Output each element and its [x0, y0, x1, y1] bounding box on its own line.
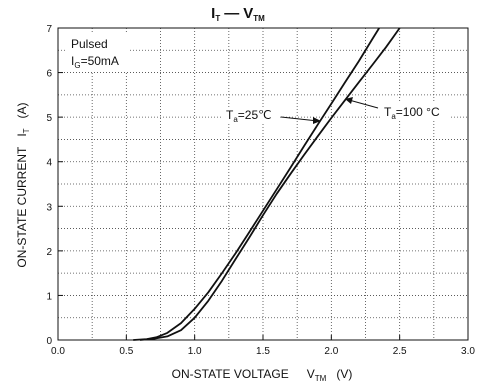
y-tick-label: 3 [46, 202, 52, 213]
grid [57, 27, 469, 341]
y-tick-label: 5 [46, 113, 52, 124]
x-tick-label: 3.0 [461, 346, 475, 357]
y-tick-label: 6 [46, 69, 52, 80]
series-lines [133, 27, 401, 341]
y-tick-label: 2 [46, 247, 52, 258]
chart-title: IT — VTM [211, 5, 265, 23]
arrow-100 [345, 97, 353, 104]
conditions-pulsed: Pulsed [71, 37, 108, 51]
series-line-ta-25 [133, 27, 380, 341]
label-ta-25: Ta=25℃ [226, 108, 272, 124]
x-tick-label: 0.5 [119, 346, 133, 357]
x-tick-label: 1.5 [256, 346, 270, 357]
plot-frame [57, 27, 469, 341]
conditions-gate-current: IG=50mA [71, 54, 119, 70]
x-tick-labels: 0.0 0.5 1.0 1.5 2.0 2.5 3.0 [51, 346, 475, 357]
y-tick-label: 7 [46, 24, 52, 35]
label-100-bg [380, 101, 450, 120]
y-tick-label: 4 [46, 158, 52, 169]
y-tick-labels: 0 1 2 3 4 5 6 7 [46, 24, 52, 347]
label-ta-100: Ta=100 °C [384, 105, 440, 121]
x-tick-label: 2.0 [324, 346, 338, 357]
x-tick-label: 2.5 [393, 346, 407, 357]
arrow-25 [313, 117, 321, 124]
y-tick-label: 1 [46, 291, 52, 302]
leader-100 [348, 99, 379, 109]
series-line-ta-100 [139, 27, 401, 341]
x-tick-label: 1.0 [188, 346, 202, 357]
conditions-box [66, 34, 128, 72]
label-25-bg [222, 107, 280, 124]
y-axis-title: ON-STATE CURRENTIT(A) [15, 102, 31, 267]
x-axis-title: ON-STATE VOLTAGE VTM (V) [172, 367, 353, 383]
x-tick-label: 0.0 [51, 346, 65, 357]
leader-25 [280, 116, 319, 122]
y-tick-label: 0 [46, 336, 52, 347]
